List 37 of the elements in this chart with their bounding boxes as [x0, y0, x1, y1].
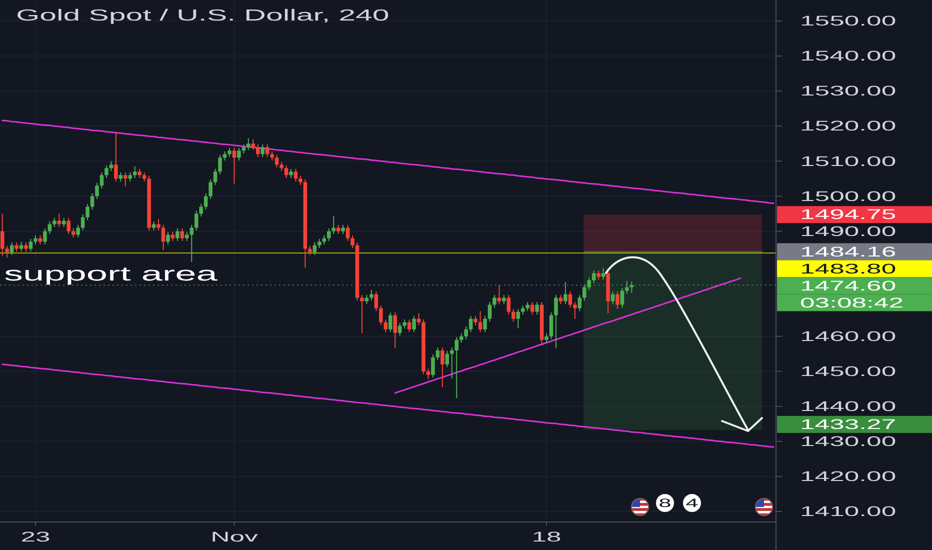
- candlestick: [573, 302, 577, 319]
- y-tick-label: 1520.00: [800, 118, 896, 134]
- text: 03:08:42: [800, 294, 904, 311]
- ref-line-label: 1483.80: [800, 260, 896, 277]
- y-tick-label: 1460.00: [800, 328, 896, 344]
- y-tick-label: 1500.00: [800, 188, 896, 204]
- y-tick-label: 1540.00: [800, 48, 896, 64]
- y-tick-label: 1530.00: [800, 83, 896, 99]
- x-tick-label: 23: [20, 529, 50, 545]
- line-series: [2, 120, 774, 204]
- candlestick: [370, 290, 374, 301]
- candlestick: [450, 348, 454, 378]
- annotation: support area: [4, 263, 218, 285]
- y-tick-label: 1410.00: [800, 504, 896, 520]
- chart-title: Gold Spot / U.S. Dollar, 240: [16, 6, 390, 24]
- candlestick: [124, 172, 128, 186]
- x-tick-label: Nov: [210, 529, 258, 545]
- y-tick-label: 1510.00: [800, 153, 896, 170]
- y-tick-label: 1430.00: [800, 434, 896, 450]
- y-tick-label: 1550.00: [800, 13, 896, 29]
- candlestick: [454, 337, 458, 398]
- ref-line-label: 1484.16: [800, 244, 896, 260]
- y-tick-label: 1440.00: [800, 398, 896, 414]
- band-label: 1494.75: [800, 206, 896, 222]
- x-tick-label: 18: [532, 529, 562, 545]
- candlestick: [360, 294, 364, 334]
- candlestick: [114, 132, 118, 182]
- ref-line-label: 1474.60: [800, 278, 896, 294]
- y-tick-label: 1450.00: [800, 363, 896, 380]
- line-series: [2, 364, 774, 448]
- candlestick: [630, 282, 634, 293]
- candlestick: [190, 224, 194, 262]
- candlestick: [332, 216, 336, 234]
- y-tick-label: 1420.00: [800, 468, 896, 484]
- line-series: [394, 277, 742, 394]
- y-tick-label: 1490.00: [800, 223, 896, 240]
- band-label: 1433.27: [800, 416, 896, 432]
